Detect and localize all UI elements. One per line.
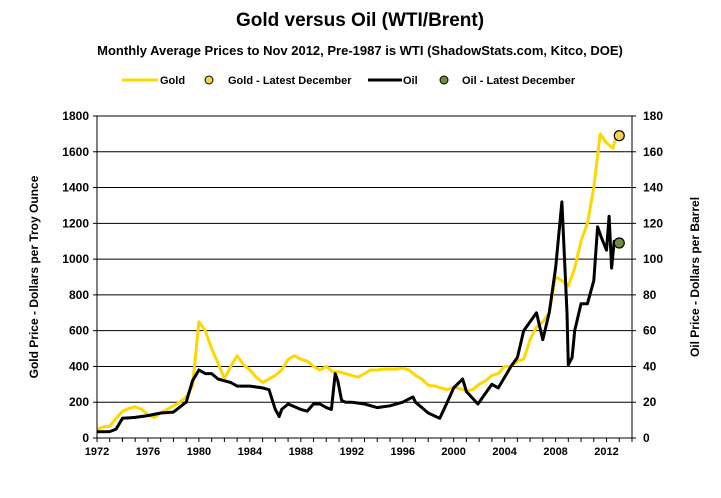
gold-latest-december-marker	[613, 130, 625, 142]
y-right-tick-label: 100	[643, 252, 663, 266]
gold-series-line	[96, 129, 620, 431]
series	[96, 129, 625, 434]
legend-oil-label: Oil	[403, 75, 418, 87]
x-tick-label: 2012	[594, 446, 618, 458]
y-right-tick-label: 60	[643, 324, 657, 338]
y-left-tick-label: 1800	[62, 109, 89, 123]
y-axis-left-label: Gold Price - Dollars per Troy Ounce	[27, 175, 41, 378]
x-tick-label: 1988	[289, 446, 313, 458]
plot-frame	[96, 115, 633, 439]
x-tick-label: 1992	[340, 446, 364, 458]
legend-gold-latest-label: Gold - Latest December	[228, 75, 352, 87]
y-left-tick-label: 200	[69, 395, 89, 409]
y-left-tick-label: 1400	[62, 181, 89, 195]
y-left-tick-label: 1200	[62, 216, 89, 230]
oil-latest-december-marker	[613, 237, 625, 249]
legend-gold-marker-swatch	[204, 75, 214, 85]
legend-oil-latest-label: Oil - Latest December	[462, 75, 576, 87]
y-right-tick-label: 160	[643, 145, 663, 159]
x-tick-label: 2004	[492, 446, 517, 458]
x-tick-label: 1996	[390, 446, 414, 458]
legend: Gold Gold - Latest December Oil Oil - La…	[122, 75, 576, 87]
y-left-tick-label: 400	[69, 359, 89, 373]
legend-gold-label: Gold	[160, 75, 185, 87]
y-left-tick-label: 1600	[62, 145, 89, 159]
y-left-tick-label: 800	[69, 288, 89, 302]
x-tick-label: 2000	[441, 446, 465, 458]
chart-title: Gold versus Oil (WTI/Brent)	[236, 10, 484, 31]
x-tick-label: 1980	[187, 446, 211, 458]
y-right-tick-label: 120	[643, 216, 663, 230]
y-right-tick-label: 40	[643, 359, 657, 373]
y-right-tick-label: 20	[643, 395, 657, 409]
y-right-tick-label: 140	[643, 181, 663, 195]
chart-subtitle: Monthly Average Prices to Nov 2012, Pre-…	[97, 43, 623, 58]
y-right-tick-label: 180	[643, 109, 663, 123]
y-left-tick-label: 600	[69, 324, 89, 338]
y-right-tick-label: 0	[643, 431, 650, 445]
y-left-tick-label: 1000	[62, 252, 89, 266]
x-tick-label: 1976	[136, 446, 160, 458]
y-axis-right-label: Oil Price - Dollars per Barrel	[688, 197, 702, 357]
y-left-tick-label: 0	[82, 431, 89, 445]
tick-labels: 0 200 400 600 800 1000 1200 1400 1600 1800 0 20 40 60…	[62, 109, 663, 458]
legend-oil-marker-swatch	[439, 75, 449, 85]
x-tick-label: 1972	[85, 446, 109, 458]
x-tick-label: 2008	[543, 446, 567, 458]
x-tick-label: 1984	[238, 446, 263, 458]
oil-series-line	[96, 200, 619, 434]
y-right-tick-label: 80	[643, 288, 657, 302]
grid	[93, 115, 636, 442]
